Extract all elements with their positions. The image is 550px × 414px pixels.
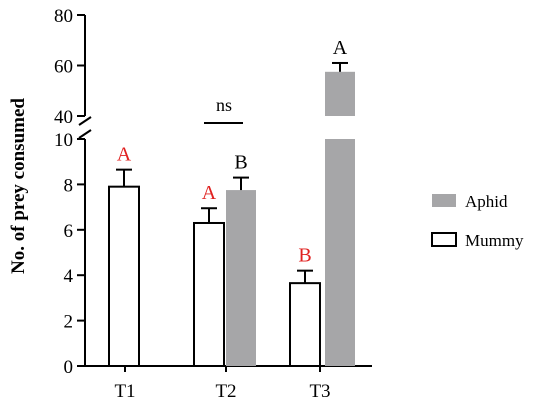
- y-tick-label: 0: [64, 357, 74, 378]
- bar-aphid: [325, 139, 355, 366]
- significance-letter: A: [333, 37, 348, 59]
- annotations: ns: [204, 95, 243, 124]
- y-tick-label: 4: [64, 266, 74, 287]
- bar-mummy: [108, 185, 140, 367]
- y-tick-label: 60: [54, 57, 73, 78]
- legend-label-mummy: Mummy: [465, 231, 524, 250]
- y-tick-label: 2: [64, 312, 74, 333]
- significance-letter: B: [298, 245, 311, 267]
- significance-letter: B: [234, 152, 247, 174]
- x-tick-label: T2: [215, 381, 236, 402]
- y-axis-label: No. of prey consumed: [8, 98, 29, 274]
- significance-letter: A: [202, 182, 217, 204]
- bar-aphid: [226, 190, 256, 366]
- bar-aphid-upper: [325, 71, 355, 116]
- ns-annotation: ns: [216, 95, 232, 115]
- axis-break-mark: [78, 116, 92, 126]
- legend-label-aphid: Aphid: [465, 192, 508, 211]
- legend-swatch-aphid: [432, 194, 456, 207]
- legend: Aphid Mummy: [431, 192, 524, 250]
- x-tick-label: T1: [114, 381, 135, 402]
- bar-mummy: [193, 221, 225, 367]
- legend-swatch-mummy: [431, 232, 457, 247]
- x-tick-label: T3: [309, 381, 330, 402]
- y-tick-label: 40: [54, 107, 73, 128]
- significance-letter: A: [117, 144, 132, 166]
- y-tick-label: 6: [64, 221, 74, 242]
- bar-mummy: [289, 282, 321, 367]
- y-tick-label: 8: [64, 175, 74, 196]
- y-tick-label: 10: [54, 130, 73, 151]
- y-tick-label: 80: [54, 6, 73, 27]
- axis-break-mark: [78, 129, 92, 139]
